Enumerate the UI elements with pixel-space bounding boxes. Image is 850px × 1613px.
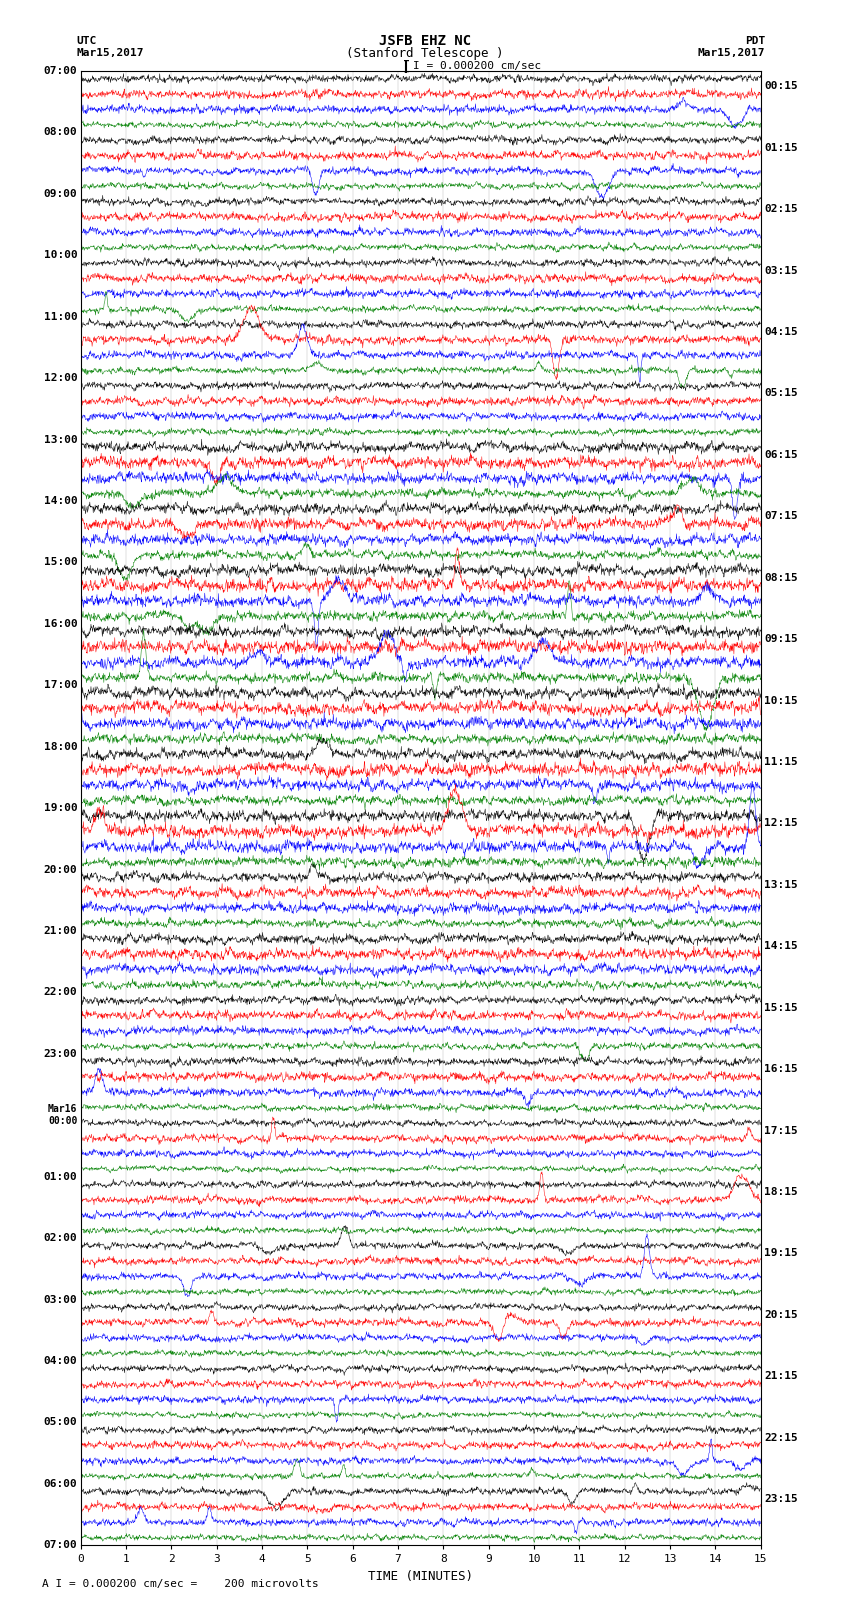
Text: 18:00: 18:00	[43, 742, 77, 752]
Text: 03:15: 03:15	[764, 266, 798, 276]
Text: 10:00: 10:00	[43, 250, 77, 260]
Text: 18:15: 18:15	[764, 1187, 798, 1197]
Text: 17:00: 17:00	[43, 681, 77, 690]
Text: 04:00: 04:00	[43, 1357, 77, 1366]
Text: JSFB EHZ NC: JSFB EHZ NC	[379, 34, 471, 48]
Text: (Stanford Telescope ): (Stanford Telescope )	[346, 47, 504, 60]
Text: Mar15,2017: Mar15,2017	[698, 48, 765, 58]
Text: A I = 0.000200 cm/sec =    200 microvolts: A I = 0.000200 cm/sec = 200 microvolts	[42, 1579, 320, 1589]
Text: UTC: UTC	[76, 35, 97, 47]
Text: Mar15,2017: Mar15,2017	[76, 48, 144, 58]
Text: 13:00: 13:00	[43, 434, 77, 445]
Text: 15:00: 15:00	[43, 558, 77, 568]
Text: 15:15: 15:15	[764, 1003, 798, 1013]
Text: 17:15: 17:15	[764, 1126, 798, 1136]
Text: 02:15: 02:15	[764, 205, 798, 215]
Text: 10:15: 10:15	[764, 695, 798, 705]
Text: 20:00: 20:00	[43, 865, 77, 874]
Text: 09:15: 09:15	[764, 634, 798, 644]
Text: 19:15: 19:15	[764, 1248, 798, 1258]
Text: Mar16
00:00: Mar16 00:00	[48, 1105, 77, 1126]
Text: 12:00: 12:00	[43, 373, 77, 384]
Text: 23:15: 23:15	[764, 1494, 798, 1505]
Text: 22:15: 22:15	[764, 1432, 798, 1442]
Text: 03:00: 03:00	[43, 1295, 77, 1305]
Text: 07:15: 07:15	[764, 511, 798, 521]
Text: 00:15: 00:15	[764, 81, 798, 92]
Text: PDT: PDT	[745, 35, 765, 47]
Text: 02:00: 02:00	[43, 1232, 77, 1244]
Text: 20:15: 20:15	[764, 1310, 798, 1319]
Text: 01:00: 01:00	[43, 1171, 77, 1182]
Text: 19:00: 19:00	[43, 803, 77, 813]
Text: 21:00: 21:00	[43, 926, 77, 936]
Text: 16:00: 16:00	[43, 619, 77, 629]
Text: 09:00: 09:00	[43, 189, 77, 198]
X-axis label: TIME (MINUTES): TIME (MINUTES)	[368, 1569, 473, 1582]
Text: 08:15: 08:15	[764, 573, 798, 582]
Text: 01:15: 01:15	[764, 144, 798, 153]
Text: 06:00: 06:00	[43, 1479, 77, 1489]
Text: 05:00: 05:00	[43, 1418, 77, 1428]
Text: I = 0.000200 cm/sec: I = 0.000200 cm/sec	[413, 61, 541, 71]
Text: 14:00: 14:00	[43, 495, 77, 506]
Text: 23:00: 23:00	[43, 1048, 77, 1058]
Text: 13:15: 13:15	[764, 881, 798, 890]
Text: 07:00: 07:00	[43, 1540, 77, 1550]
Text: 16:15: 16:15	[764, 1065, 798, 1074]
Text: 04:15: 04:15	[764, 327, 798, 337]
Text: 12:15: 12:15	[764, 818, 798, 829]
Text: 22:00: 22:00	[43, 987, 77, 997]
Text: 11:15: 11:15	[764, 756, 798, 768]
Text: 08:00: 08:00	[43, 127, 77, 137]
Text: 05:15: 05:15	[764, 389, 798, 398]
Text: 07:00: 07:00	[43, 66, 77, 76]
Text: 06:15: 06:15	[764, 450, 798, 460]
Text: 11:00: 11:00	[43, 311, 77, 321]
Text: 21:15: 21:15	[764, 1371, 798, 1381]
Text: 14:15: 14:15	[764, 942, 798, 952]
